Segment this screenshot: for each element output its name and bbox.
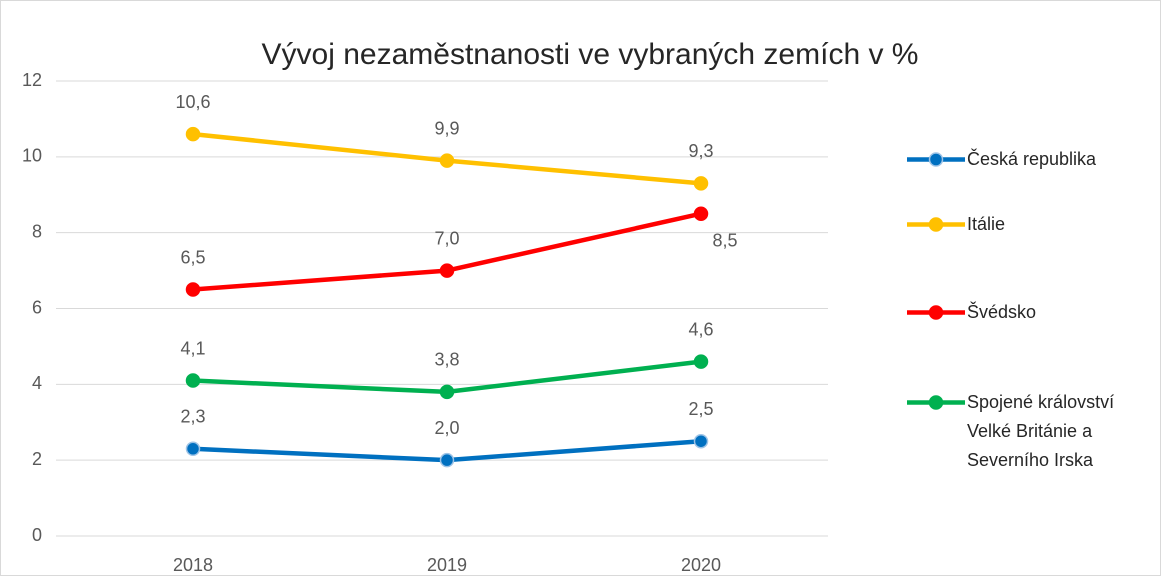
y-tick-label: 0 <box>32 525 42 545</box>
data-point <box>693 176 709 191</box>
legend-dot <box>928 395 944 410</box>
y-tick-label: 6 <box>32 297 42 317</box>
legend-marker <box>907 305 965 320</box>
x-tick-label: 2020 <box>681 555 721 575</box>
x-tick-label: 2019 <box>427 555 467 575</box>
legend-label: Itálie <box>967 214 1006 234</box>
chart-title: Vývoj nezaměstnanosti ve vybraných zemíc… <box>262 38 919 71</box>
y-tick-label: 8 <box>32 221 42 241</box>
legend-entry: Švédsko <box>905 298 1155 327</box>
data-point <box>439 384 455 400</box>
legend-marker <box>907 395 965 410</box>
data-label: 7,0 <box>434 228 459 248</box>
data-point <box>439 153 455 168</box>
data-label: 4,1 <box>180 338 205 358</box>
data-label: 2,0 <box>434 418 459 438</box>
data-point <box>185 441 201 457</box>
data-label: 4,6 <box>688 319 713 339</box>
data-point <box>693 206 709 221</box>
series-line <box>192 211 702 292</box>
data-point <box>693 433 709 449</box>
legend-dot <box>928 305 944 320</box>
data-label: 6,5 <box>180 247 205 267</box>
data-label: 9,9 <box>434 118 459 138</box>
data-point <box>693 354 709 369</box>
y-tick-label: 10 <box>22 146 42 166</box>
x-tick-label: 2018 <box>173 555 213 575</box>
y-tick-label: 4 <box>32 373 42 393</box>
data-label: 2,5 <box>688 399 713 419</box>
data-point <box>185 373 201 388</box>
data-label: 8,5 <box>712 230 737 250</box>
legend-label: Švédsko <box>967 302 1037 322</box>
data-point <box>439 263 455 278</box>
data-point <box>439 452 455 468</box>
legend-marker <box>907 217 965 232</box>
data-point <box>185 126 201 142</box>
data-label: 2,3 <box>180 407 205 427</box>
data-label: 3,8 <box>434 350 459 370</box>
data-label: 9,3 <box>688 141 713 161</box>
legend-marker <box>907 152 965 167</box>
y-tick-label: 12 <box>22 70 42 90</box>
y-tick-label: 2 <box>32 449 42 469</box>
legend-label: Česká republika <box>967 149 1097 169</box>
legend-entry: Itálie <box>905 210 1155 239</box>
data-label: 10,6 <box>175 92 210 112</box>
legend-label: Spojené království Velké Británie a Seve… <box>967 392 1115 470</box>
legend-entry: Spojené království Velké Británie a Seve… <box>905 388 1155 475</box>
legend-dot <box>928 217 944 232</box>
legend-dot <box>928 152 944 167</box>
legend-entry: Česká republika <box>905 145 1155 174</box>
data-point <box>185 282 201 297</box>
